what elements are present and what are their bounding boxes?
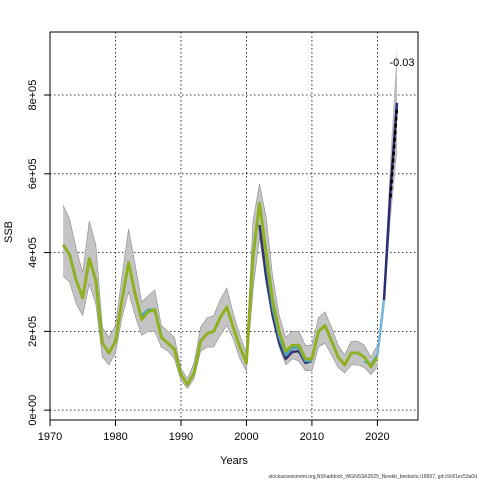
series-lines-group <box>61 201 379 386</box>
x-tick-label: 2010 <box>300 431 324 443</box>
forecast-line-start <box>376 299 386 356</box>
y-tick-label: 4e+05 <box>27 237 39 268</box>
x-axis: 1970 1980 1990 2000 2010 2020 <box>38 419 390 443</box>
x-axis-title: Years <box>220 455 248 467</box>
x-tick-label: 1980 <box>103 431 127 443</box>
confidence-band-upper-edge <box>62 183 378 380</box>
y-tick-label: 6e+05 <box>27 158 39 189</box>
footer-text: stockassessment.org,NShaddock_WGNSSK2025… <box>269 474 478 480</box>
x-tick-label: 2020 <box>365 431 389 443</box>
y-tick-label: 2e+05 <box>27 316 39 347</box>
x-tick-label: 1990 <box>169 431 193 443</box>
y-tick-label: 0e+00 <box>27 395 39 426</box>
ssb-series-line <box>61 201 379 386</box>
annotation-label: -0.03 <box>389 57 414 69</box>
y-axis-title: SSB <box>3 221 15 243</box>
x-tick-label: 2000 <box>234 431 258 443</box>
x-tick-label: 1970 <box>38 431 62 443</box>
forecast-group <box>376 47 399 363</box>
confidence-band-lower-edge <box>62 236 378 390</box>
confidence-band-group <box>62 183 378 390</box>
y-tick-label: 8e+05 <box>27 80 39 111</box>
confidence-band <box>63 183 378 389</box>
y-axis: 0e+00 2e+05 4e+05 6e+05 8e+05 <box>27 80 50 426</box>
forecast-mean-line <box>389 106 399 198</box>
